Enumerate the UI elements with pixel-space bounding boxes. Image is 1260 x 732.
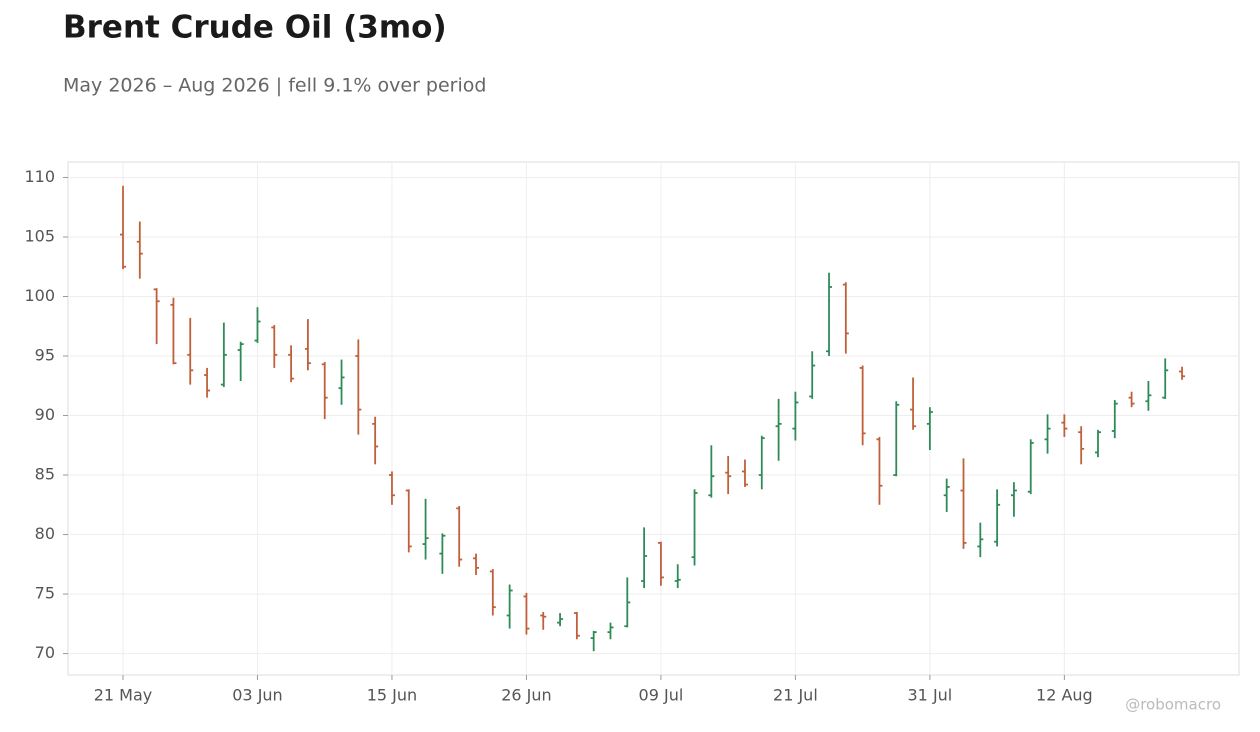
x-tick-label: 09 Jul: [639, 686, 684, 705]
y-tick-label: 70: [35, 643, 55, 662]
y-tick-label: 110: [24, 167, 55, 186]
plot-frame: [67, 161, 1240, 676]
x-tick-label: 31 Jul: [908, 686, 953, 705]
y-tick-label: 80: [35, 524, 55, 543]
watermark: @robomacro: [1125, 696, 1221, 714]
x-tick-label: 15 Jun: [367, 686, 417, 705]
y-tick-label: 100: [24, 286, 55, 305]
y-tick-label: 90: [35, 405, 55, 424]
y-tick-label: 95: [35, 346, 55, 365]
x-tick-label: 26 Jun: [501, 686, 551, 705]
x-tick-label: 03 Jun: [232, 686, 282, 705]
chart-title: Brent Crude Oil (3mo): [63, 10, 447, 46]
x-tick-label: 21 May: [94, 686, 153, 705]
chart-subtitle: May 2026 – Aug 2026 | fell 9.1% over per…: [63, 75, 486, 97]
y-tick-label: 75: [35, 584, 55, 603]
y-tick-label: 105: [24, 226, 55, 245]
x-tick-label: 12 Aug: [1036, 686, 1093, 705]
y-tick-label: 85: [35, 465, 55, 484]
x-tick-label: 21 Jul: [773, 686, 818, 705]
